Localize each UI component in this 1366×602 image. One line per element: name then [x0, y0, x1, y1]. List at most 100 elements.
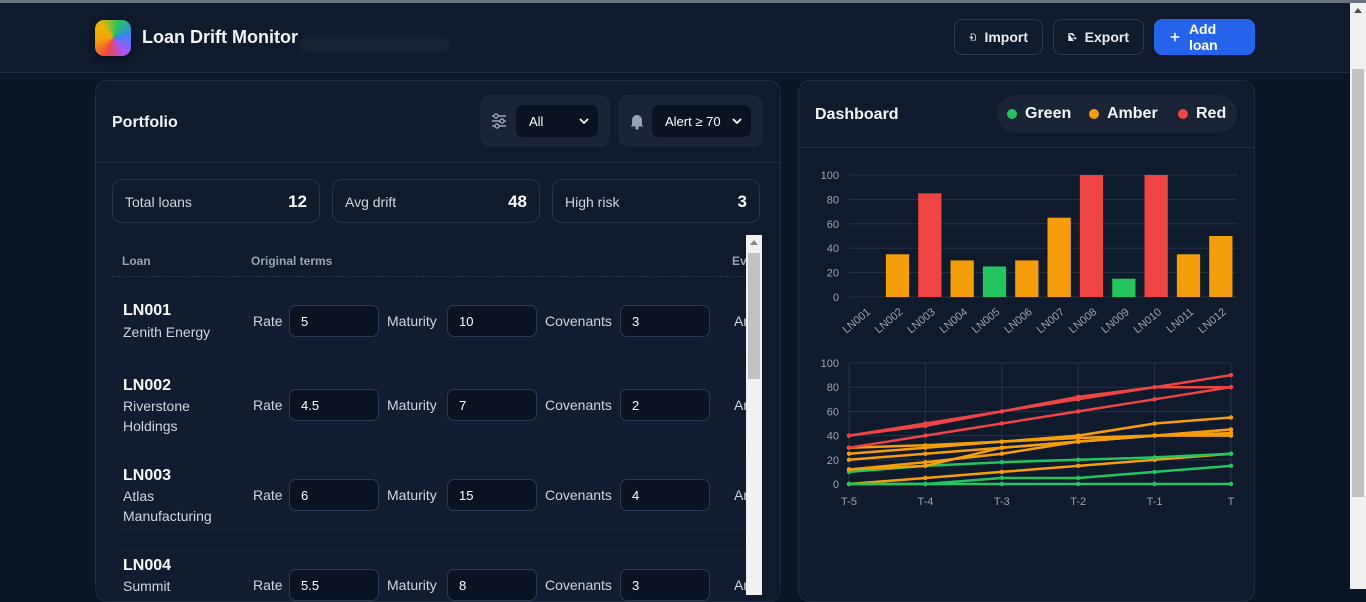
maturity-label: Maturity	[387, 577, 437, 593]
column-header-loan: Loan	[122, 254, 151, 268]
maturity-input[interactable]: 10	[447, 305, 537, 337]
status-filter-select[interactable]: All	[516, 105, 598, 137]
rate-input[interactable]: 4.5	[289, 389, 379, 421]
covenants-input[interactable]: 4	[620, 479, 710, 511]
covenants-input[interactable]: 2	[620, 389, 710, 421]
dashboard-panel: Dashboard Green Amber Red 0 20 40 60 80 100 LN…	[798, 80, 1255, 602]
data-point	[1152, 385, 1157, 390]
header-glow	[300, 38, 450, 52]
x-tick-label: LN004	[938, 306, 971, 336]
evaluation-cell: Ar	[734, 577, 746, 593]
legend-item-green: Green	[1007, 105, 1071, 123]
legend-item-red: Red	[1178, 105, 1226, 123]
loan-name: Zenith Energy	[123, 324, 211, 340]
table-row[interactable]: LN002 Riverstone Holdings Rate 4.5 Matur…	[112, 366, 746, 444]
x-tick-label: LN005	[970, 306, 1003, 336]
rate-input[interactable]: 6	[289, 479, 379, 511]
table-row[interactable]: LN004 Summit Rate 5.5 Maturity 8 Covenan…	[112, 546, 746, 601]
status-filter: All	[480, 95, 610, 147]
series-line	[848, 452, 1232, 486]
covenants-input[interactable]: 3	[620, 569, 710, 601]
file-export-icon	[1068, 32, 1077, 42]
data-point	[846, 457, 852, 462]
import-button[interactable]: Import	[954, 19, 1043, 55]
window-top-border	[0, 0, 1366, 3]
bar	[1015, 260, 1039, 297]
data-point	[846, 433, 852, 438]
table-row[interactable]: LN003 Atlas Manufacturing Rate 6 Maturit…	[112, 456, 746, 534]
data-point	[846, 445, 852, 450]
data-point	[1076, 463, 1081, 469]
y-tick-label: 60	[827, 219, 839, 231]
maturity-input[interactable]: 8	[447, 569, 537, 601]
data-point	[846, 451, 852, 456]
x-tick-label: LN008	[1067, 306, 1100, 336]
add-loan-button[interactable]: Add loan	[1154, 19, 1255, 55]
covenants-label: Covenants	[545, 397, 612, 413]
data-point	[923, 451, 928, 456]
covenants-label: Covenants	[545, 487, 612, 503]
x-tick-label: LN009	[1099, 306, 1132, 336]
export-label: Export	[1084, 29, 1129, 45]
portfolio-panel: Portfolio All Alert ≥ 70 Total loans 12 …	[95, 80, 781, 602]
data-point	[1076, 481, 1081, 487]
rate-input[interactable]: 5.5	[289, 569, 379, 601]
data-point	[1228, 427, 1234, 432]
alert-filter: Alert ≥ 70	[618, 95, 763, 147]
loan-id: LN003	[123, 467, 172, 484]
y-tick-label: 60	[827, 406, 839, 418]
bell-icon	[630, 115, 644, 130]
legend-item-amber: Amber	[1089, 105, 1158, 123]
data-point	[1076, 457, 1081, 462]
data-point	[1228, 451, 1234, 456]
data-point	[999, 460, 1004, 465]
data-point	[999, 421, 1004, 426]
data-point	[1152, 481, 1157, 487]
table-scrollbar[interactable]	[746, 235, 762, 595]
stat-total-loans: Total loans 12	[112, 179, 320, 223]
loan-name: Riverstone Holdings	[123, 398, 190, 434]
stat-label: Avg drift	[345, 194, 397, 210]
evaluation-cell: Ar	[734, 313, 746, 329]
legend-label: Amber	[1107, 105, 1158, 122]
y-tick-label: 40	[827, 243, 839, 255]
x-tick-label: T-3	[994, 496, 1010, 508]
x-tick-label: T-5	[841, 496, 857, 508]
data-point	[923, 460, 928, 465]
data-point	[1076, 439, 1081, 444]
alert-threshold-select[interactable]: Alert ≥ 70	[652, 105, 751, 137]
data-point	[1228, 372, 1234, 378]
data-point	[1228, 415, 1234, 420]
rate-input[interactable]: 5	[289, 305, 379, 337]
dashboard-title: Dashboard	[815, 106, 899, 123]
x-tick-label: LN003	[905, 306, 938, 336]
loan-table-viewport: LN001 Zenith Energy Rate 5 Maturity 10 C…	[96, 81, 746, 601]
stat-value: 48	[508, 192, 527, 211]
x-tick-label: LN002	[873, 306, 906, 336]
y-tick-label: 80	[827, 382, 839, 394]
y-tick-label: 0	[833, 292, 839, 304]
scroll-up-icon[interactable]	[750, 240, 758, 245]
scroll-up-icon[interactable]	[1354, 8, 1362, 13]
data-point	[923, 423, 928, 429]
series-line	[848, 428, 1232, 471]
loan-name: Summit	[123, 578, 171, 594]
page-scrollbar[interactable]	[1350, 3, 1366, 589]
maturity-input[interactable]: 7	[447, 389, 537, 421]
series-line	[848, 373, 1232, 437]
covenants-input[interactable]: 3	[620, 305, 710, 337]
page-scrollbar-thumb[interactable]	[1352, 69, 1364, 497]
covenants-label: Covenants	[545, 313, 612, 329]
stat-value: 12	[288, 192, 307, 211]
data-point	[1228, 430, 1234, 436]
maturity-input[interactable]: 15	[447, 479, 537, 511]
export-button[interactable]: Export	[1053, 19, 1144, 55]
table-scrollbar-thumb[interactable]	[748, 253, 760, 379]
table-row[interactable]: LN001 Zenith Energy Rate 5 Maturity 10 C…	[112, 288, 746, 354]
stat-avg-drift: Avg drift 48	[332, 179, 540, 223]
import-label: Import	[984, 29, 1028, 45]
y-tick-label: 40	[827, 431, 839, 443]
dashboard-header-divider	[799, 147, 1254, 148]
alert-threshold-value: Alert ≥ 70	[665, 113, 721, 129]
